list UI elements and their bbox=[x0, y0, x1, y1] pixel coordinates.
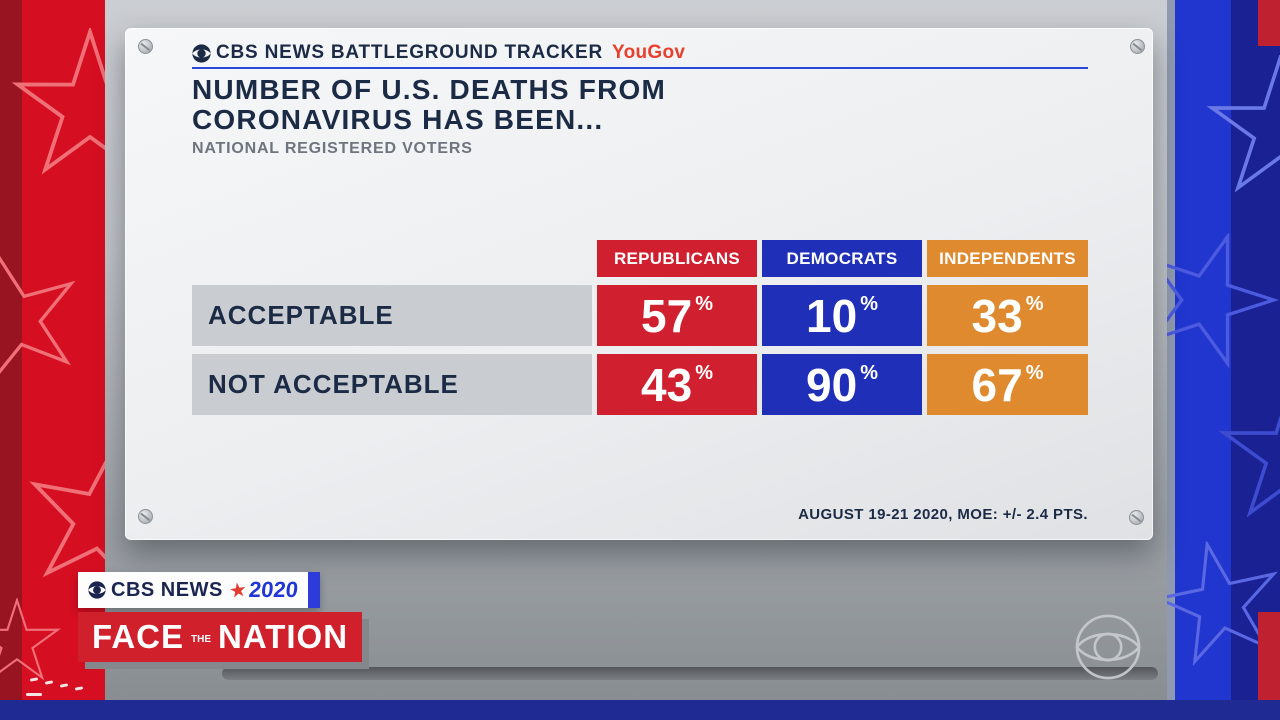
star-outline-icon bbox=[1167, 212, 1280, 388]
right-panel-red-corner-bottom bbox=[1258, 612, 1280, 700]
poll-graphic-card: CBS NEWS BATTLEGROUND TRACKER YouGov NUM… bbox=[125, 28, 1153, 540]
star-outline-icon bbox=[0, 598, 62, 688]
star-outline-icon bbox=[1167, 528, 1280, 682]
acceptable-republicans-value: 57% bbox=[597, 285, 757, 346]
page-title-line1: NUMBER OF U.S. DEATHS FROM bbox=[192, 74, 667, 105]
percent-sign: % bbox=[695, 293, 713, 315]
the-label: THE bbox=[191, 633, 212, 645]
screw-icon bbox=[1129, 510, 1144, 525]
percent-sign: % bbox=[695, 362, 713, 384]
cbs-news-label: CBS NEWS bbox=[111, 578, 223, 601]
nation-label: NATION bbox=[218, 618, 349, 655]
table-corner-spacer bbox=[192, 240, 592, 277]
partner-logo: YouGov bbox=[612, 42, 686, 63]
star-outline-icon bbox=[1205, 55, 1280, 205]
face-label: FACE bbox=[92, 618, 185, 655]
star-outline-icon bbox=[9, 427, 105, 612]
star-icon: ★ bbox=[227, 578, 249, 603]
page-subtitle: NATIONAL REGISTERED VOTERS bbox=[192, 140, 473, 157]
right-panel-dark-blue-strip bbox=[1231, 0, 1280, 700]
percent-sign: % bbox=[860, 293, 878, 315]
acceptable-independents-value: 33% bbox=[927, 285, 1088, 346]
cbs-eye-icon bbox=[192, 43, 211, 63]
percent-sign: % bbox=[860, 362, 878, 384]
not-acceptable-independents-value: 67% bbox=[927, 354, 1088, 415]
accent-underline bbox=[192, 67, 1088, 69]
floor-stand-bar bbox=[222, 667, 1158, 680]
screw-icon bbox=[138, 509, 153, 524]
brand-title: CBS NEWS BATTLEGROUND TRACKER bbox=[216, 42, 604, 63]
value-number: 90 bbox=[806, 358, 858, 411]
left-panel-dark-strip bbox=[0, 0, 22, 700]
cbs-news-2020-bug: CBS NEWS ★ 2020 bbox=[78, 572, 320, 608]
column-header-republicans: REPUBLICANS bbox=[597, 240, 757, 277]
cbs-eye-watermark-icon bbox=[1075, 614, 1141, 680]
bottom-navy-bar bbox=[0, 700, 1280, 720]
brand-row: CBS NEWS BATTLEGROUND TRACKER YouGov bbox=[192, 41, 685, 65]
page-title: NUMBER OF U.S. DEATHS FROM CORONAVIRUS H… bbox=[192, 75, 666, 135]
cbs-eye-icon bbox=[88, 581, 106, 599]
acceptable-democrats-value: 10% bbox=[762, 285, 922, 346]
percent-sign: % bbox=[1025, 293, 1044, 315]
face-the-nation-bug: FACE THE NATION bbox=[78, 612, 363, 662]
star-outline-icon bbox=[1217, 380, 1280, 530]
screw-icon bbox=[138, 39, 153, 54]
percent-sign: % bbox=[1025, 362, 1044, 384]
star-outline-icon bbox=[10, 28, 105, 188]
value-number: 43 bbox=[641, 358, 693, 411]
screw-icon bbox=[1130, 39, 1145, 54]
value-number: 10 bbox=[806, 289, 858, 342]
column-header-independents: INDEPENDENTS bbox=[927, 240, 1088, 277]
poll-date-moe-note: AUGUST 19-21 2020, MOE: +/- 2.4 PTS. bbox=[798, 506, 1088, 523]
poll-table: REPUBLICANS DEMOCRATS INDEPENDENTS ACCEP… bbox=[192, 240, 1088, 415]
row-label-not-acceptable: NOT ACCEPTABLE bbox=[192, 354, 592, 415]
right-panel-red-corner-top bbox=[1258, 0, 1280, 46]
value-number: 33 bbox=[971, 289, 1023, 342]
value-number: 67 bbox=[971, 358, 1023, 411]
studio-panel-right bbox=[1167, 0, 1280, 700]
page-title-line2: CORONAVIRUS HAS BEEN... bbox=[192, 104, 604, 135]
lower-third: CBS NEWS ★ 2020 FACE THE NATION bbox=[78, 572, 363, 662]
not-acceptable-democrats-value: 90% bbox=[762, 354, 922, 415]
blue-tab bbox=[307, 572, 320, 608]
row-label-acceptable: ACCEPTABLE bbox=[192, 285, 592, 346]
value-number: 57 bbox=[641, 289, 693, 342]
year-2020-label: 2020 bbox=[247, 577, 300, 602]
column-header-democrats: DEMOCRATS bbox=[762, 240, 922, 277]
star-outline-icon bbox=[0, 234, 101, 405]
right-panel-edge-strip bbox=[1167, 0, 1175, 700]
not-acceptable-republicans-value: 43% bbox=[597, 354, 757, 415]
